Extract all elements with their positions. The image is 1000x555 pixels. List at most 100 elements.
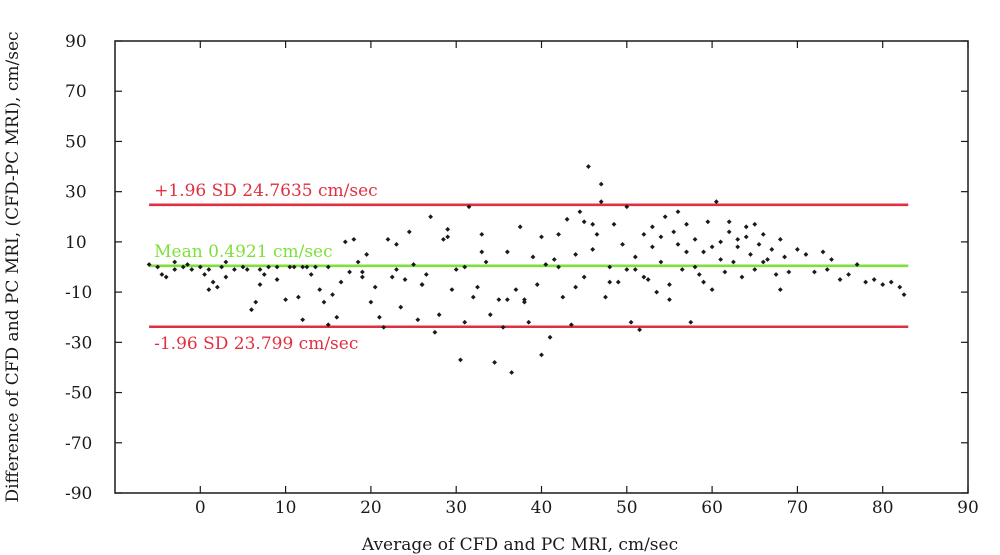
data-point (355, 259, 361, 265)
data-point (146, 262, 152, 267)
reference-line-labels: +1.96 SD 24.7635 cm/sec Mean 0.4921 cm/se… (154, 181, 378, 354)
data-point (632, 254, 638, 260)
data-point (261, 272, 267, 277)
data-point (684, 249, 689, 255)
data-point (232, 267, 237, 272)
data-point (351, 236, 357, 242)
data-point (624, 204, 630, 210)
data-point (445, 226, 451, 232)
data-point (214, 284, 220, 290)
data-point (760, 259, 766, 265)
data-point (466, 204, 472, 210)
data-point (155, 264, 161, 270)
data-point (773, 272, 779, 277)
data-point (726, 229, 732, 235)
data-point (705, 219, 711, 225)
data-point (675, 242, 681, 247)
data-point (385, 236, 391, 242)
data-point (645, 277, 651, 282)
data-point (509, 370, 515, 375)
data-point (377, 314, 382, 320)
data-point (419, 282, 425, 287)
x-tick-label: 80 (872, 498, 894, 518)
data-point (748, 252, 753, 257)
data-point (603, 294, 608, 300)
data-point (846, 272, 851, 277)
y-axis-ticks: 90 70 50 30 10 -10 -30 -50 -70 -90 (65, 32, 968, 504)
data-point (325, 322, 331, 328)
data-point (534, 282, 540, 287)
data-point (739, 274, 745, 280)
data-point (172, 267, 178, 272)
data-point (389, 274, 395, 280)
data-points (146, 164, 907, 375)
data-point (803, 252, 809, 257)
data-point (530, 254, 536, 260)
data-point (769, 247, 775, 252)
data-point (253, 299, 259, 305)
data-point (159, 272, 165, 277)
y-tick-label: -90 (65, 484, 92, 504)
data-point (765, 257, 770, 262)
data-point (854, 262, 860, 267)
data-point (180, 264, 186, 270)
data-point (458, 357, 463, 363)
data-point (483, 259, 489, 265)
data-point (731, 259, 736, 265)
data-point (359, 269, 365, 275)
data-point (368, 299, 374, 305)
data-point (445, 234, 451, 240)
data-point (684, 221, 689, 227)
data-point (667, 282, 672, 287)
data-point (620, 242, 625, 247)
data-point (795, 247, 800, 252)
data-point (330, 292, 335, 298)
data-point (658, 234, 664, 240)
data-point (709, 287, 715, 292)
data-point (901, 292, 907, 298)
data-point (598, 181, 604, 187)
data-point (696, 272, 702, 277)
mean-label: Mean 0.4921 cm/sec (154, 242, 333, 262)
data-point (752, 221, 758, 227)
data-point (291, 264, 297, 270)
data-point (594, 231, 600, 237)
data-point (172, 259, 178, 265)
y-axis-title: Difference of CFD and PC MRI, (CFD-PC MR… (3, 31, 23, 502)
data-point (662, 214, 668, 220)
upper-limit-label: +1.96 SD 24.7635 cm/sec (154, 181, 378, 201)
y-tick-label: 50 (65, 132, 87, 152)
data-point (568, 322, 574, 328)
data-point (581, 219, 587, 225)
y-tick-label: -50 (65, 384, 92, 404)
data-point (649, 224, 655, 230)
data-point (556, 231, 561, 237)
data-point (782, 254, 788, 260)
data-point (615, 279, 621, 285)
data-point (274, 264, 280, 270)
data-point (487, 312, 493, 318)
data-point (829, 257, 834, 262)
data-point (394, 242, 399, 247)
x-tick-label: 20 (360, 498, 382, 518)
data-point (658, 259, 664, 265)
y-tick-label: 90 (65, 32, 87, 52)
data-point (688, 319, 694, 325)
data-point (470, 294, 476, 300)
data-point (163, 274, 169, 280)
data-point (347, 269, 352, 275)
data-point (760, 231, 766, 237)
data-point (504, 249, 510, 255)
data-point (777, 287, 783, 292)
data-point (837, 277, 843, 282)
y-tick-label: -70 (65, 434, 92, 454)
x-tick-label: 50 (616, 498, 638, 518)
data-point (266, 264, 271, 270)
data-point (219, 264, 225, 270)
data-point (210, 279, 216, 285)
data-point (423, 272, 429, 277)
data-point (824, 267, 830, 272)
data-point (240, 264, 246, 270)
data-point (756, 242, 762, 247)
